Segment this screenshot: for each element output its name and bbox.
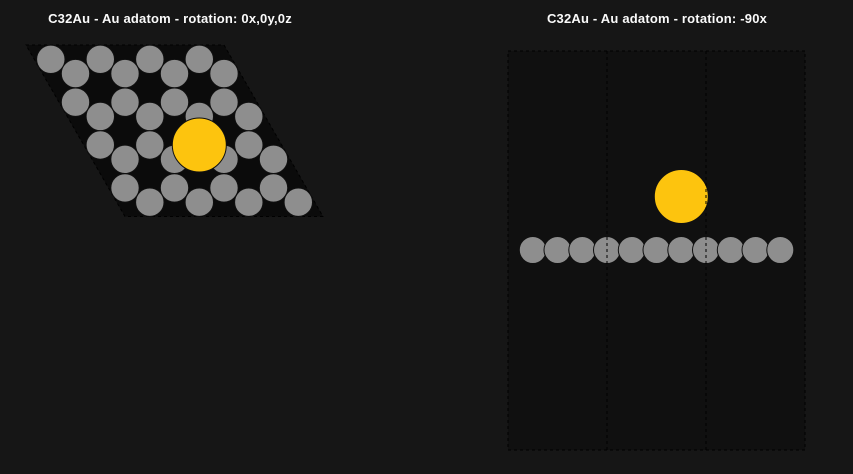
carbon-atom [135, 187, 165, 217]
carbon-atom [110, 173, 140, 203]
carbon-atom [110, 87, 140, 117]
carbon-atom [85, 101, 116, 132]
carbon-atom [234, 130, 264, 160]
unit-cell-outline [25, 44, 324, 217]
carbon-atom [766, 236, 795, 264]
carbon-atom [258, 144, 289, 175]
carbon-atom [234, 101, 264, 132]
carbon-atom [741, 236, 770, 264]
carbon-atom [36, 44, 66, 74]
carbon-atom [518, 236, 547, 264]
carbon-atom [184, 44, 215, 74]
carbon-atom [110, 144, 140, 175]
carbon-atom [135, 130, 165, 160]
carbon-atom [60, 58, 91, 89]
carbon-atom [568, 236, 597, 264]
carbon-atom [716, 236, 745, 264]
carbon-atom [159, 87, 190, 117]
carbon-atom [209, 87, 239, 117]
panel-title-side-view: C32Au - Au adatom - rotation: -90x [547, 11, 768, 26]
panel-title-top-view: C32Au - Au adatom - rotation: 0x,0y,0z [48, 11, 292, 26]
carbon-atom [258, 173, 289, 203]
gold-adatom [653, 169, 709, 224]
carbon-atom [135, 44, 165, 74]
carbon-atom [85, 44, 116, 74]
carbon-atom [283, 187, 313, 217]
carbon-atom [60, 87, 91, 117]
carbon-atom [209, 173, 239, 203]
carbon-atom [110, 58, 140, 89]
carbon-atom [617, 236, 646, 264]
carbon-atom [234, 187, 264, 217]
panel-side-view [507, 50, 806, 451]
carbon-atom [642, 236, 671, 264]
carbon-atom [209, 58, 239, 89]
carbon-atom [135, 101, 165, 132]
carbon-atom [85, 130, 116, 160]
carbon-atom [543, 236, 572, 264]
gold-adatom [171, 117, 227, 173]
carbon-atom [159, 173, 190, 203]
carbon-atom [667, 236, 696, 264]
carbon-atom [184, 187, 215, 217]
panel-top-view [25, 44, 324, 217]
carbon-atom [159, 58, 190, 89]
